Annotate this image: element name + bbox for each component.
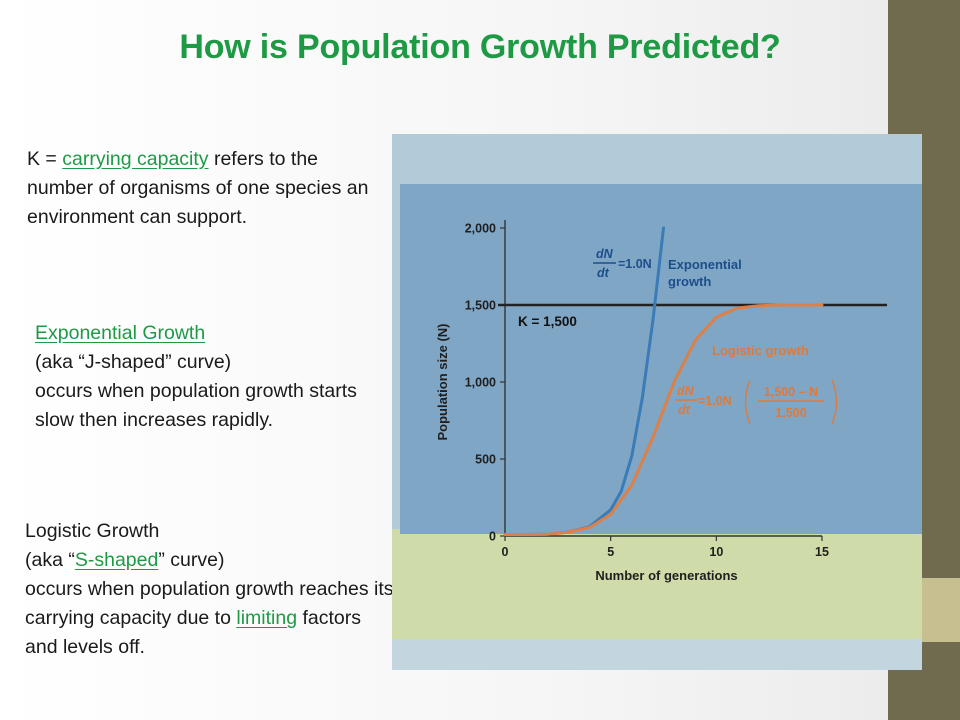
y-tick-label: 1,500 [465,299,496,313]
exp-eq-denominator: dt [597,266,610,280]
y-tick-label: 1,000 [465,376,496,390]
logistic-paragraph: Logistic Growth (aka “S-shaped” curve) o… [25,517,395,662]
p1-prefix: K = [27,148,63,170]
slide-title: How is Population Growth Predicted? [179,28,781,66]
x-tick-label: 15 [815,545,829,559]
exp-label-line1: Exponential [668,257,742,272]
exponential-paragraph: Exponential Growth (aka “J-shaped” curve… [35,319,395,435]
chart-svg: 0 500 1,000 1,500 2,000 0 5 10 15 Number of gener… [392,134,922,670]
limiting-term: limiting [236,607,298,629]
x-tick-label: 10 [709,545,723,559]
logistic-growth-line [503,303,824,536]
logistic-heading: Logistic Growth [25,520,160,542]
logistic-body-pre: occurs when population growth reaches it… [25,578,394,629]
log-eq-paren-right [831,379,838,425]
k-label: K = 1,500 [518,314,577,329]
population-growth-chart: 0 500 1,000 1,500 2,000 0 5 10 15 Number of gener… [392,134,922,670]
log-frac-denominator: 1,500 [775,406,806,420]
carrying-capacity-paragraph: K = carrying capacity refers to the numb… [27,145,387,232]
side-accent [922,578,960,642]
log-eq-numerator: dN [677,384,695,398]
logistic-body-post: factors and levels off. [25,607,361,658]
exponential-heading: Exponential Growth [35,322,206,344]
y-tick-label: 0 [489,530,496,544]
x-tick-label: 0 [502,545,509,559]
s-shaped-term: S-shaped [74,549,159,571]
exponential-aka: (aka “J-shaped” curve) [35,351,232,373]
chart-bottom-strip [392,639,922,670]
exp-eq-rhs: =1.0N [618,257,652,271]
log-eq-rhs: =1.0N [698,394,732,408]
plot-background [400,184,922,534]
exp-eq-numerator: dN [596,247,614,261]
log-eq-denominator: dt [678,403,691,417]
x-axis-label: Number of generations [595,568,737,583]
y-tick-label: 2,000 [465,222,496,236]
axes: 0 500 1,000 1,500 2,000 0 5 10 15 Number of gener… [435,220,829,583]
series-layer [498,226,887,536]
chart-bottom-band [392,529,922,639]
log-frac-numerator: 1,500 – N [764,385,818,399]
exponential-description: occurs when population growth starts slo… [35,380,357,431]
p1-body: refers to the number of organisms of one… [27,148,369,228]
annotations: K = 1,500 dN dt =1.0N Exponential growth Logis… [518,247,838,425]
logistic-label: Logistic growth [712,343,809,358]
carrying-capacity-term: carrying capacity [62,148,209,170]
y-axis-label: Population size (N) [435,324,450,441]
log-eq-paren-left [744,379,751,425]
logistic-aka-post: ” curve) [158,549,225,571]
exp-label-line2: growth [668,274,711,289]
x-tick-label: 5 [607,545,614,559]
y-tick-label: 500 [475,453,496,467]
logistic-aka-pre: (aka “ [25,549,75,571]
